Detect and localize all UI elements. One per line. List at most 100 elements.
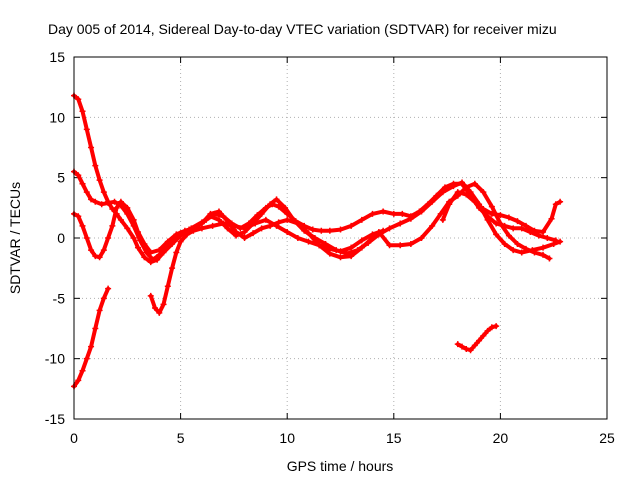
series-track xyxy=(455,324,499,353)
data-point xyxy=(510,247,517,254)
x-tick-label: 15 xyxy=(386,430,402,446)
data-point xyxy=(544,235,551,241)
data-point xyxy=(220,220,227,227)
data-point xyxy=(488,324,495,331)
data-point xyxy=(100,189,107,196)
data-point xyxy=(337,226,344,233)
data-point xyxy=(92,198,99,205)
data-point xyxy=(75,213,82,220)
series-track xyxy=(72,181,552,261)
data-point xyxy=(505,214,512,221)
data-point xyxy=(429,222,436,229)
data-point xyxy=(424,201,431,208)
data-point xyxy=(75,172,82,179)
data-point xyxy=(433,192,440,199)
data-point xyxy=(88,196,95,203)
data-point xyxy=(75,377,82,384)
data-point xyxy=(262,204,269,211)
data-point xyxy=(510,225,517,232)
data-point xyxy=(230,222,237,229)
y-tick-label: 10 xyxy=(49,109,65,125)
series-track-a xyxy=(71,92,564,266)
data-point xyxy=(294,235,301,241)
series-track-e xyxy=(147,216,387,316)
y-tick-label: 15 xyxy=(49,49,65,65)
data-point xyxy=(275,203,282,210)
data-point xyxy=(418,235,425,241)
data-point xyxy=(480,206,487,213)
data-point xyxy=(88,343,95,350)
data-point xyxy=(514,241,521,248)
data-point xyxy=(294,220,301,227)
data-point xyxy=(305,238,312,245)
data-point xyxy=(96,254,103,261)
data-point xyxy=(531,227,538,234)
data-point xyxy=(471,342,478,349)
data-point xyxy=(397,220,404,227)
data-point xyxy=(463,184,470,191)
series-track xyxy=(72,93,563,265)
series-track xyxy=(148,217,386,315)
data-point xyxy=(156,247,163,254)
data-point xyxy=(100,295,107,302)
data-point xyxy=(454,189,461,196)
series-track xyxy=(72,286,111,389)
data-point xyxy=(484,213,491,220)
data-point xyxy=(557,238,564,245)
data-point xyxy=(358,244,365,251)
data-point xyxy=(269,201,276,208)
data-point xyxy=(326,227,333,234)
data-point xyxy=(459,180,466,187)
data-point xyxy=(109,222,116,229)
data-point xyxy=(241,235,248,241)
data-point xyxy=(386,242,393,249)
data-point xyxy=(309,226,316,233)
data-point xyxy=(399,210,406,217)
data-point xyxy=(190,227,197,234)
data-point xyxy=(471,198,478,205)
data-point xyxy=(369,210,376,217)
y-axis-label: SDTVAR / TECUs xyxy=(7,182,23,294)
data-point xyxy=(284,216,291,223)
data-point xyxy=(117,198,124,205)
data-point xyxy=(337,254,344,261)
y-tick-label: 0 xyxy=(57,230,65,246)
data-point xyxy=(160,301,167,308)
data-point xyxy=(100,247,107,254)
data-point xyxy=(548,215,555,222)
data-point xyxy=(358,237,365,244)
data-point xyxy=(540,244,547,251)
data-point xyxy=(552,237,559,244)
data-point xyxy=(124,204,131,211)
data-point xyxy=(518,249,525,256)
data-point xyxy=(348,222,355,229)
data-point xyxy=(156,309,163,316)
data-point xyxy=(233,228,240,235)
data-point xyxy=(501,241,508,248)
data-point xyxy=(173,249,180,256)
data-point xyxy=(437,210,444,217)
data-point xyxy=(522,222,529,229)
data-point xyxy=(488,203,495,210)
data-point xyxy=(439,216,446,223)
data-point xyxy=(92,162,99,169)
data-point xyxy=(540,251,547,258)
data-point xyxy=(493,231,500,238)
data-point xyxy=(181,227,188,234)
data-point xyxy=(254,212,261,219)
data-point xyxy=(215,216,222,223)
data-point xyxy=(79,108,86,115)
data-point xyxy=(130,235,137,241)
data-point xyxy=(463,346,470,353)
data-point xyxy=(284,210,291,217)
chart-title: Day 005 of 2014, Sidereal Day-to-day VTE… xyxy=(48,21,557,37)
data-point xyxy=(471,180,478,187)
data-point xyxy=(147,292,154,299)
data-point xyxy=(488,210,495,217)
data-point xyxy=(96,177,103,184)
data-point xyxy=(476,337,483,344)
data-point xyxy=(164,283,171,290)
series-track-b xyxy=(71,168,559,263)
data-point xyxy=(105,200,112,207)
